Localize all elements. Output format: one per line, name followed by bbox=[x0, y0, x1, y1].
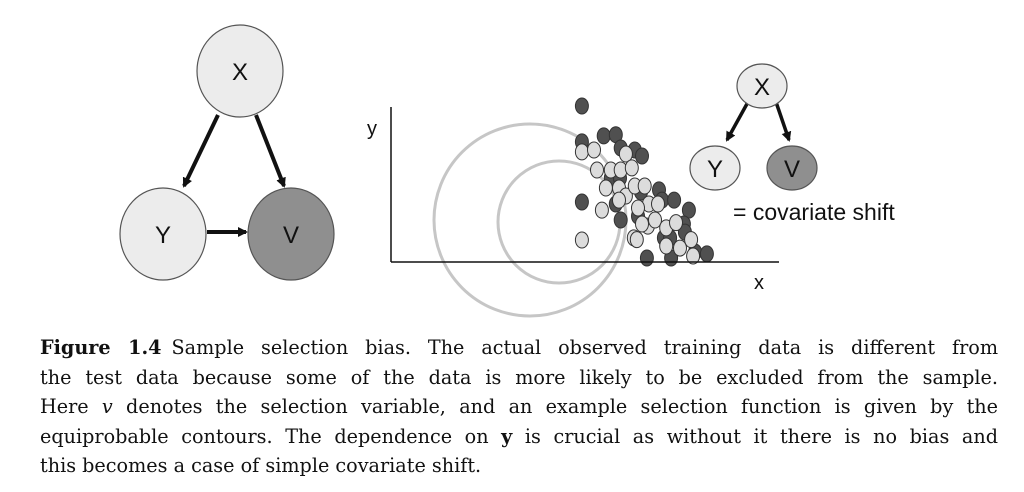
node-x-small-label: X bbox=[754, 74, 770, 101]
edge-x-to-y-small bbox=[725, 101, 750, 142]
node-v-small bbox=[766, 145, 818, 191]
data-point-dark bbox=[635, 147, 649, 165]
node-y-small-label: Y bbox=[707, 156, 723, 183]
node-v bbox=[247, 187, 335, 281]
node-y-label: Y bbox=[155, 222, 171, 249]
data-point-dark bbox=[574, 97, 589, 115]
data-point-light bbox=[624, 159, 639, 177]
data-point-light bbox=[648, 211, 662, 229]
data-point-dark bbox=[613, 211, 628, 229]
data-point-light bbox=[631, 199, 645, 217]
data-point-light bbox=[669, 214, 683, 232]
node-y-small bbox=[689, 145, 741, 191]
node-x-small bbox=[736, 63, 788, 109]
node-x bbox=[196, 24, 284, 118]
data-point-dark bbox=[574, 193, 589, 211]
node-v-small-label: V bbox=[784, 156, 800, 183]
variable-v: v bbox=[101, 395, 113, 418]
data-point-light bbox=[659, 237, 674, 255]
node-y bbox=[119, 187, 207, 281]
edge-x-to-v bbox=[254, 114, 286, 188]
x-axis-label: x bbox=[754, 272, 764, 294]
caption-line-1: Figure 1.4 Sample selection bias. The act… bbox=[40, 336, 999, 359]
data-point-dark bbox=[667, 191, 682, 209]
data-point-light bbox=[574, 143, 589, 161]
figure-graphic: X Y V y x X Y V = covariate shift bbox=[119, 24, 895, 318]
data-point-light bbox=[686, 247, 701, 265]
scatter-points bbox=[574, 97, 714, 267]
edge-x-to-v-small bbox=[774, 101, 792, 142]
node-v-label: V bbox=[283, 222, 299, 249]
data-point-light bbox=[651, 195, 665, 213]
figure-caption: Figure 1.4 Sample selection bias. The act… bbox=[40, 333, 998, 481]
y-axis-label: y bbox=[367, 118, 377, 140]
data-point-light bbox=[618, 145, 633, 163]
data-point-light bbox=[598, 179, 613, 197]
data-point-light bbox=[594, 201, 609, 219]
data-point-dark bbox=[639, 249, 654, 267]
edge-x-to-y bbox=[182, 114, 220, 188]
data-point-light bbox=[574, 231, 589, 249]
left-graphical-model: X Y V bbox=[119, 24, 335, 281]
data-point-light bbox=[587, 141, 601, 159]
figure-label: Figure 1.4 bbox=[40, 336, 162, 359]
data-point-light bbox=[635, 215, 649, 233]
covariate-shift-note: = covariate shift bbox=[733, 199, 895, 225]
variable-y: y bbox=[501, 424, 513, 448]
caption-line-4: equiprobable contours. The dependence on… bbox=[40, 424, 998, 448]
caption-line-3: Here v denotes the selection variable, a… bbox=[40, 395, 999, 418]
data-point-light bbox=[637, 177, 652, 195]
data-point-light bbox=[673, 239, 687, 257]
data-point-light bbox=[629, 231, 644, 249]
node-x-label: X bbox=[232, 59, 248, 86]
caption-line-2: the test data because some of the data i… bbox=[40, 365, 998, 389]
data-point-dark bbox=[699, 245, 714, 263]
right-graphical-model: X Y V = covariate shift bbox=[689, 63, 895, 225]
data-point-dark bbox=[596, 127, 611, 145]
scatter-plot: y x bbox=[367, 97, 779, 318]
data-point-light bbox=[684, 231, 699, 249]
inner-contour bbox=[496, 159, 622, 285]
data-point-light bbox=[590, 161, 604, 179]
caption-line-5: this becomes a case of simple covariate … bbox=[40, 454, 482, 477]
data-point-light bbox=[612, 191, 626, 209]
